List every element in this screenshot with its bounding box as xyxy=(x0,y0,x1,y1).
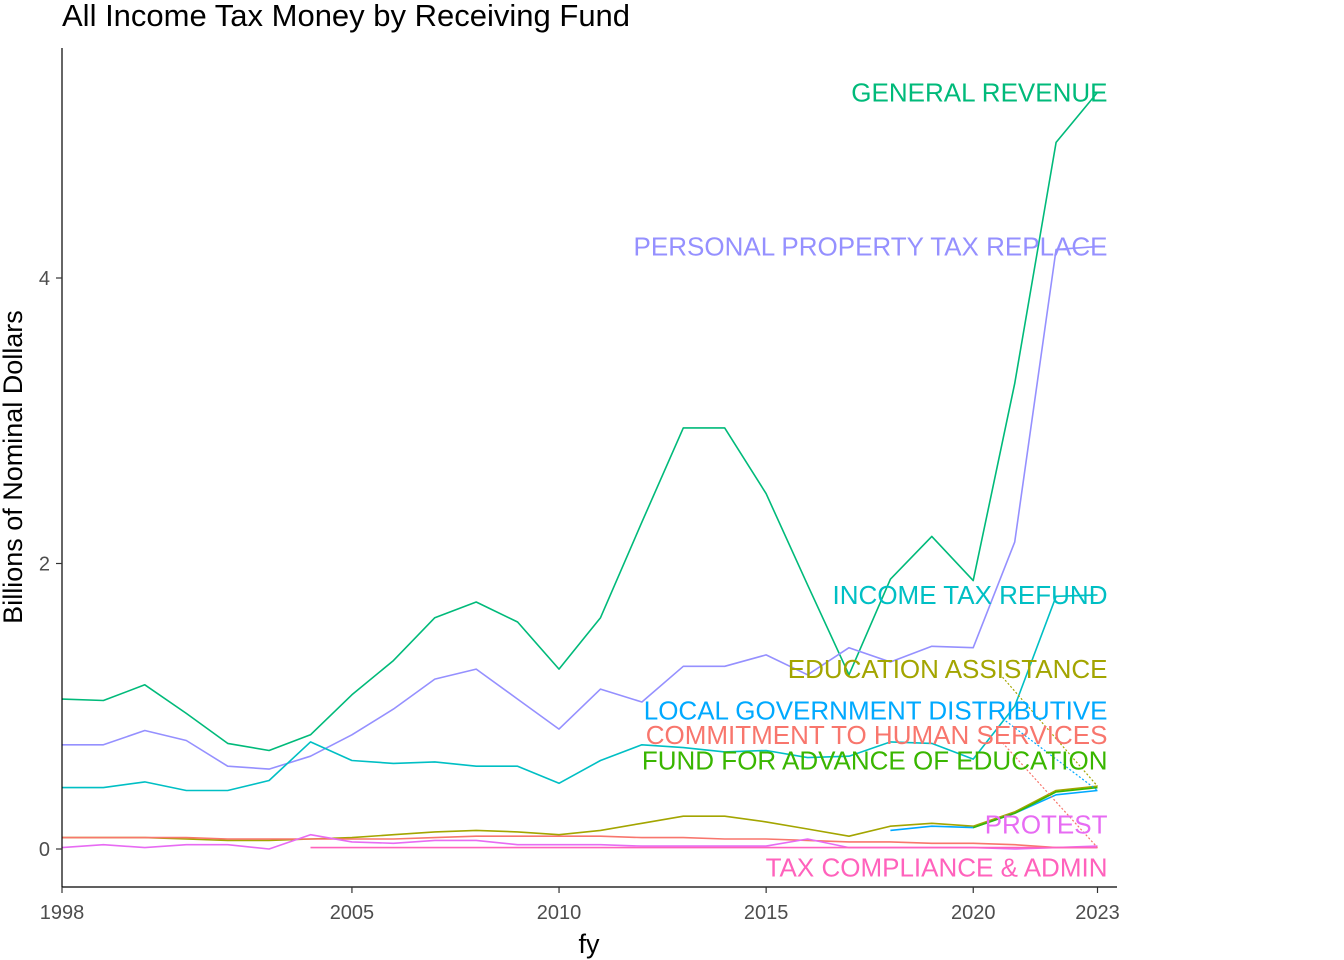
label-connector-3 xyxy=(1002,676,1098,787)
series-line-1 xyxy=(62,245,1098,770)
series-line-2 xyxy=(62,594,1098,792)
series-line-3 xyxy=(62,785,1098,842)
series-line-6 xyxy=(972,786,1098,829)
series-label-6: FUND FOR ADVANCE OF EDUCATION xyxy=(642,746,1108,776)
y-axis-ticks: 0 2 4 xyxy=(39,268,62,861)
series-label-3: EDUCATION ASSISTANCE xyxy=(788,654,1108,684)
series-line-0 xyxy=(61,91,1099,752)
series-label-2: INCOME TAX REFUND xyxy=(833,580,1108,610)
x-tick-label-1: 2005 xyxy=(330,902,375,924)
series-label-0: GENERAL REVENUE xyxy=(851,77,1107,107)
y-tick-label-2: 4 xyxy=(39,268,50,290)
x-tick-label-4: 2020 xyxy=(951,902,996,924)
label-connector-5 xyxy=(1002,742,1098,849)
x-tick-label-5: 2023 xyxy=(1075,902,1120,924)
y-tick-label-0: 0 xyxy=(39,839,50,861)
x-tick-label-0: 1998 xyxy=(40,902,85,924)
series-label-8: TAX COMPLIANCE & ADMIN xyxy=(766,853,1108,883)
series-label-1: PERSONAL PROPERTY TAX REPLACE xyxy=(634,232,1108,262)
series-line-5 xyxy=(62,835,1098,849)
series-label-7: PROTEST xyxy=(985,810,1108,840)
x-tick-label-3: 2015 xyxy=(744,902,789,924)
series-label-layer: GENERAL REVENUE PERSONAL PROPERTY TAX REP… xyxy=(634,77,1108,882)
plot-area: GENERAL REVENUE PERSONAL PROPERTY TAX REP… xyxy=(61,77,1108,883)
x-axis-ticks: 1998 2005 2010 2015 2020 2023 xyxy=(40,887,1120,924)
chart-title: All Income Tax Money by Receiving Fund xyxy=(62,0,630,33)
series-label-4: LOCAL GOVERNMENT DISTRIBUTIVE xyxy=(644,696,1108,726)
series-label-5: COMMITMENT TO HUMAN SERVICES xyxy=(646,720,1108,750)
x-axis-title: fy xyxy=(578,929,600,959)
series-layer xyxy=(61,91,1099,850)
x-tick-label-2: 2010 xyxy=(537,902,582,924)
y-tick-label-1: 2 xyxy=(39,554,50,576)
label-connector-layer xyxy=(1002,676,1098,849)
y-axis-title: Billions of Nominal Dollars xyxy=(0,310,28,624)
